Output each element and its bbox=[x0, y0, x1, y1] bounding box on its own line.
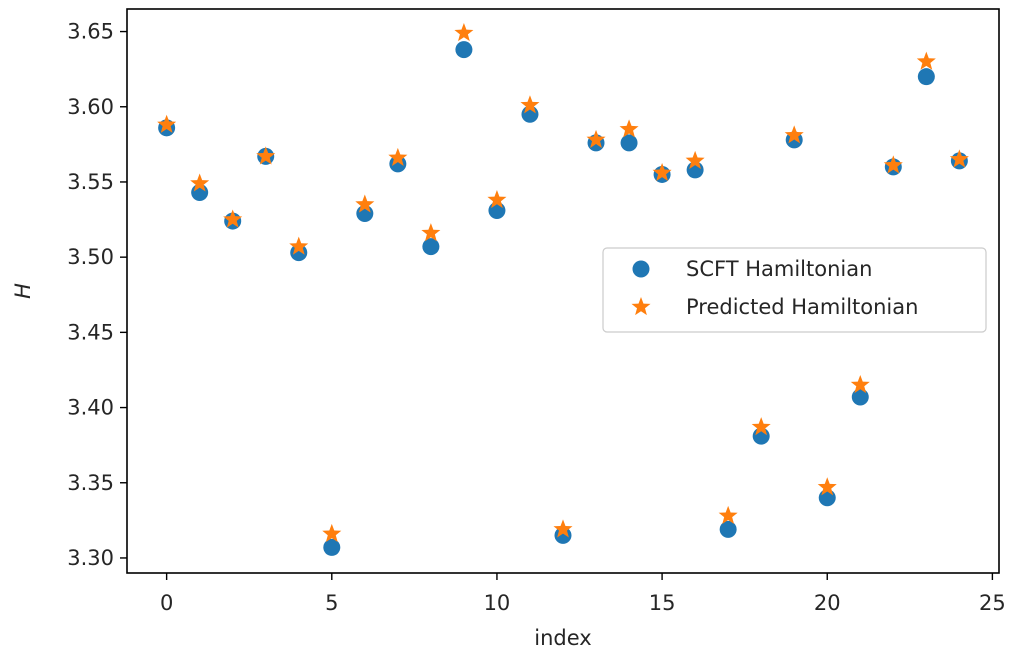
predicted-point bbox=[520, 95, 540, 114]
scft-point bbox=[818, 489, 836, 507]
predicted-point bbox=[652, 162, 672, 182]
y-tick-label: 3.45 bbox=[67, 320, 114, 344]
predicted-point bbox=[784, 125, 804, 144]
y-tick-label: 3.35 bbox=[67, 471, 114, 495]
legend-label: SCFT Hamiltonian bbox=[686, 257, 872, 281]
predicted-point bbox=[322, 523, 342, 542]
x-tick-label: 5 bbox=[325, 591, 338, 615]
x-tick-label: 25 bbox=[979, 591, 1006, 615]
y-axis-label: H bbox=[11, 283, 35, 299]
y-tick-label: 3.60 bbox=[67, 95, 114, 119]
y-tick-label: 3.30 bbox=[67, 546, 114, 570]
predicted-point bbox=[388, 147, 408, 166]
x-tick-label: 20 bbox=[814, 591, 841, 615]
x-axis-label: index bbox=[534, 626, 591, 650]
predicted-point bbox=[685, 150, 705, 169]
predicted-point bbox=[817, 477, 837, 496]
legend-box bbox=[602, 247, 987, 333]
legend-label: Predicted Hamiltonian bbox=[686, 295, 918, 319]
predicted-point bbox=[289, 236, 309, 255]
predicted-point bbox=[190, 173, 210, 192]
y-tick-label: 3.50 bbox=[67, 245, 114, 269]
predicted-point bbox=[586, 129, 606, 148]
predicted-point bbox=[421, 223, 441, 242]
y-tick-label: 3.55 bbox=[67, 170, 114, 194]
predicted-point bbox=[883, 155, 903, 174]
x-tick-label: 0 bbox=[160, 591, 173, 615]
scft-point bbox=[455, 41, 473, 59]
x-axis-ticks: 0 5 10 15 20 25 bbox=[160, 573, 1006, 615]
legend-marker bbox=[631, 297, 651, 316]
predicted-point bbox=[619, 119, 639, 138]
predicted-point bbox=[487, 190, 507, 209]
scft-point bbox=[917, 68, 935, 86]
scft-point bbox=[422, 238, 440, 256]
scft-point bbox=[290, 244, 308, 262]
scft-point bbox=[851, 388, 869, 406]
predicted-point bbox=[157, 114, 177, 133]
legend-marker bbox=[632, 260, 650, 278]
y-tick-label: 3.65 bbox=[67, 20, 114, 44]
predicted-point bbox=[718, 505, 738, 524]
predicted-point bbox=[256, 146, 276, 165]
predicted-point bbox=[223, 209, 243, 228]
scft-point bbox=[389, 155, 407, 173]
scft-point bbox=[620, 134, 638, 152]
y-axis-ticks: 3.30 3.35 3.40 3.45 3.50 3.55 3.60 3.65 bbox=[67, 20, 127, 570]
predicted-point bbox=[916, 51, 936, 70]
scft-point bbox=[554, 526, 572, 544]
legend: SCFT Hamiltonian Predicted Hamiltonian bbox=[602, 247, 987, 333]
x-tick-label: 10 bbox=[484, 591, 511, 615]
scft-point bbox=[488, 202, 506, 220]
data-points bbox=[157, 23, 969, 556]
x-tick-label: 15 bbox=[649, 591, 676, 615]
plot-frame bbox=[126, 8, 1000, 574]
scft-point bbox=[719, 520, 737, 538]
predicted-point bbox=[850, 375, 870, 394]
predicted-point bbox=[355, 194, 375, 213]
predicted-point bbox=[949, 149, 969, 168]
predicted-point bbox=[751, 417, 771, 436]
series-predicted bbox=[157, 23, 969, 542]
predicted-point bbox=[454, 23, 474, 42]
y-tick-label: 3.40 bbox=[67, 396, 114, 420]
scft-point bbox=[323, 538, 341, 556]
predicted-point bbox=[553, 519, 573, 538]
